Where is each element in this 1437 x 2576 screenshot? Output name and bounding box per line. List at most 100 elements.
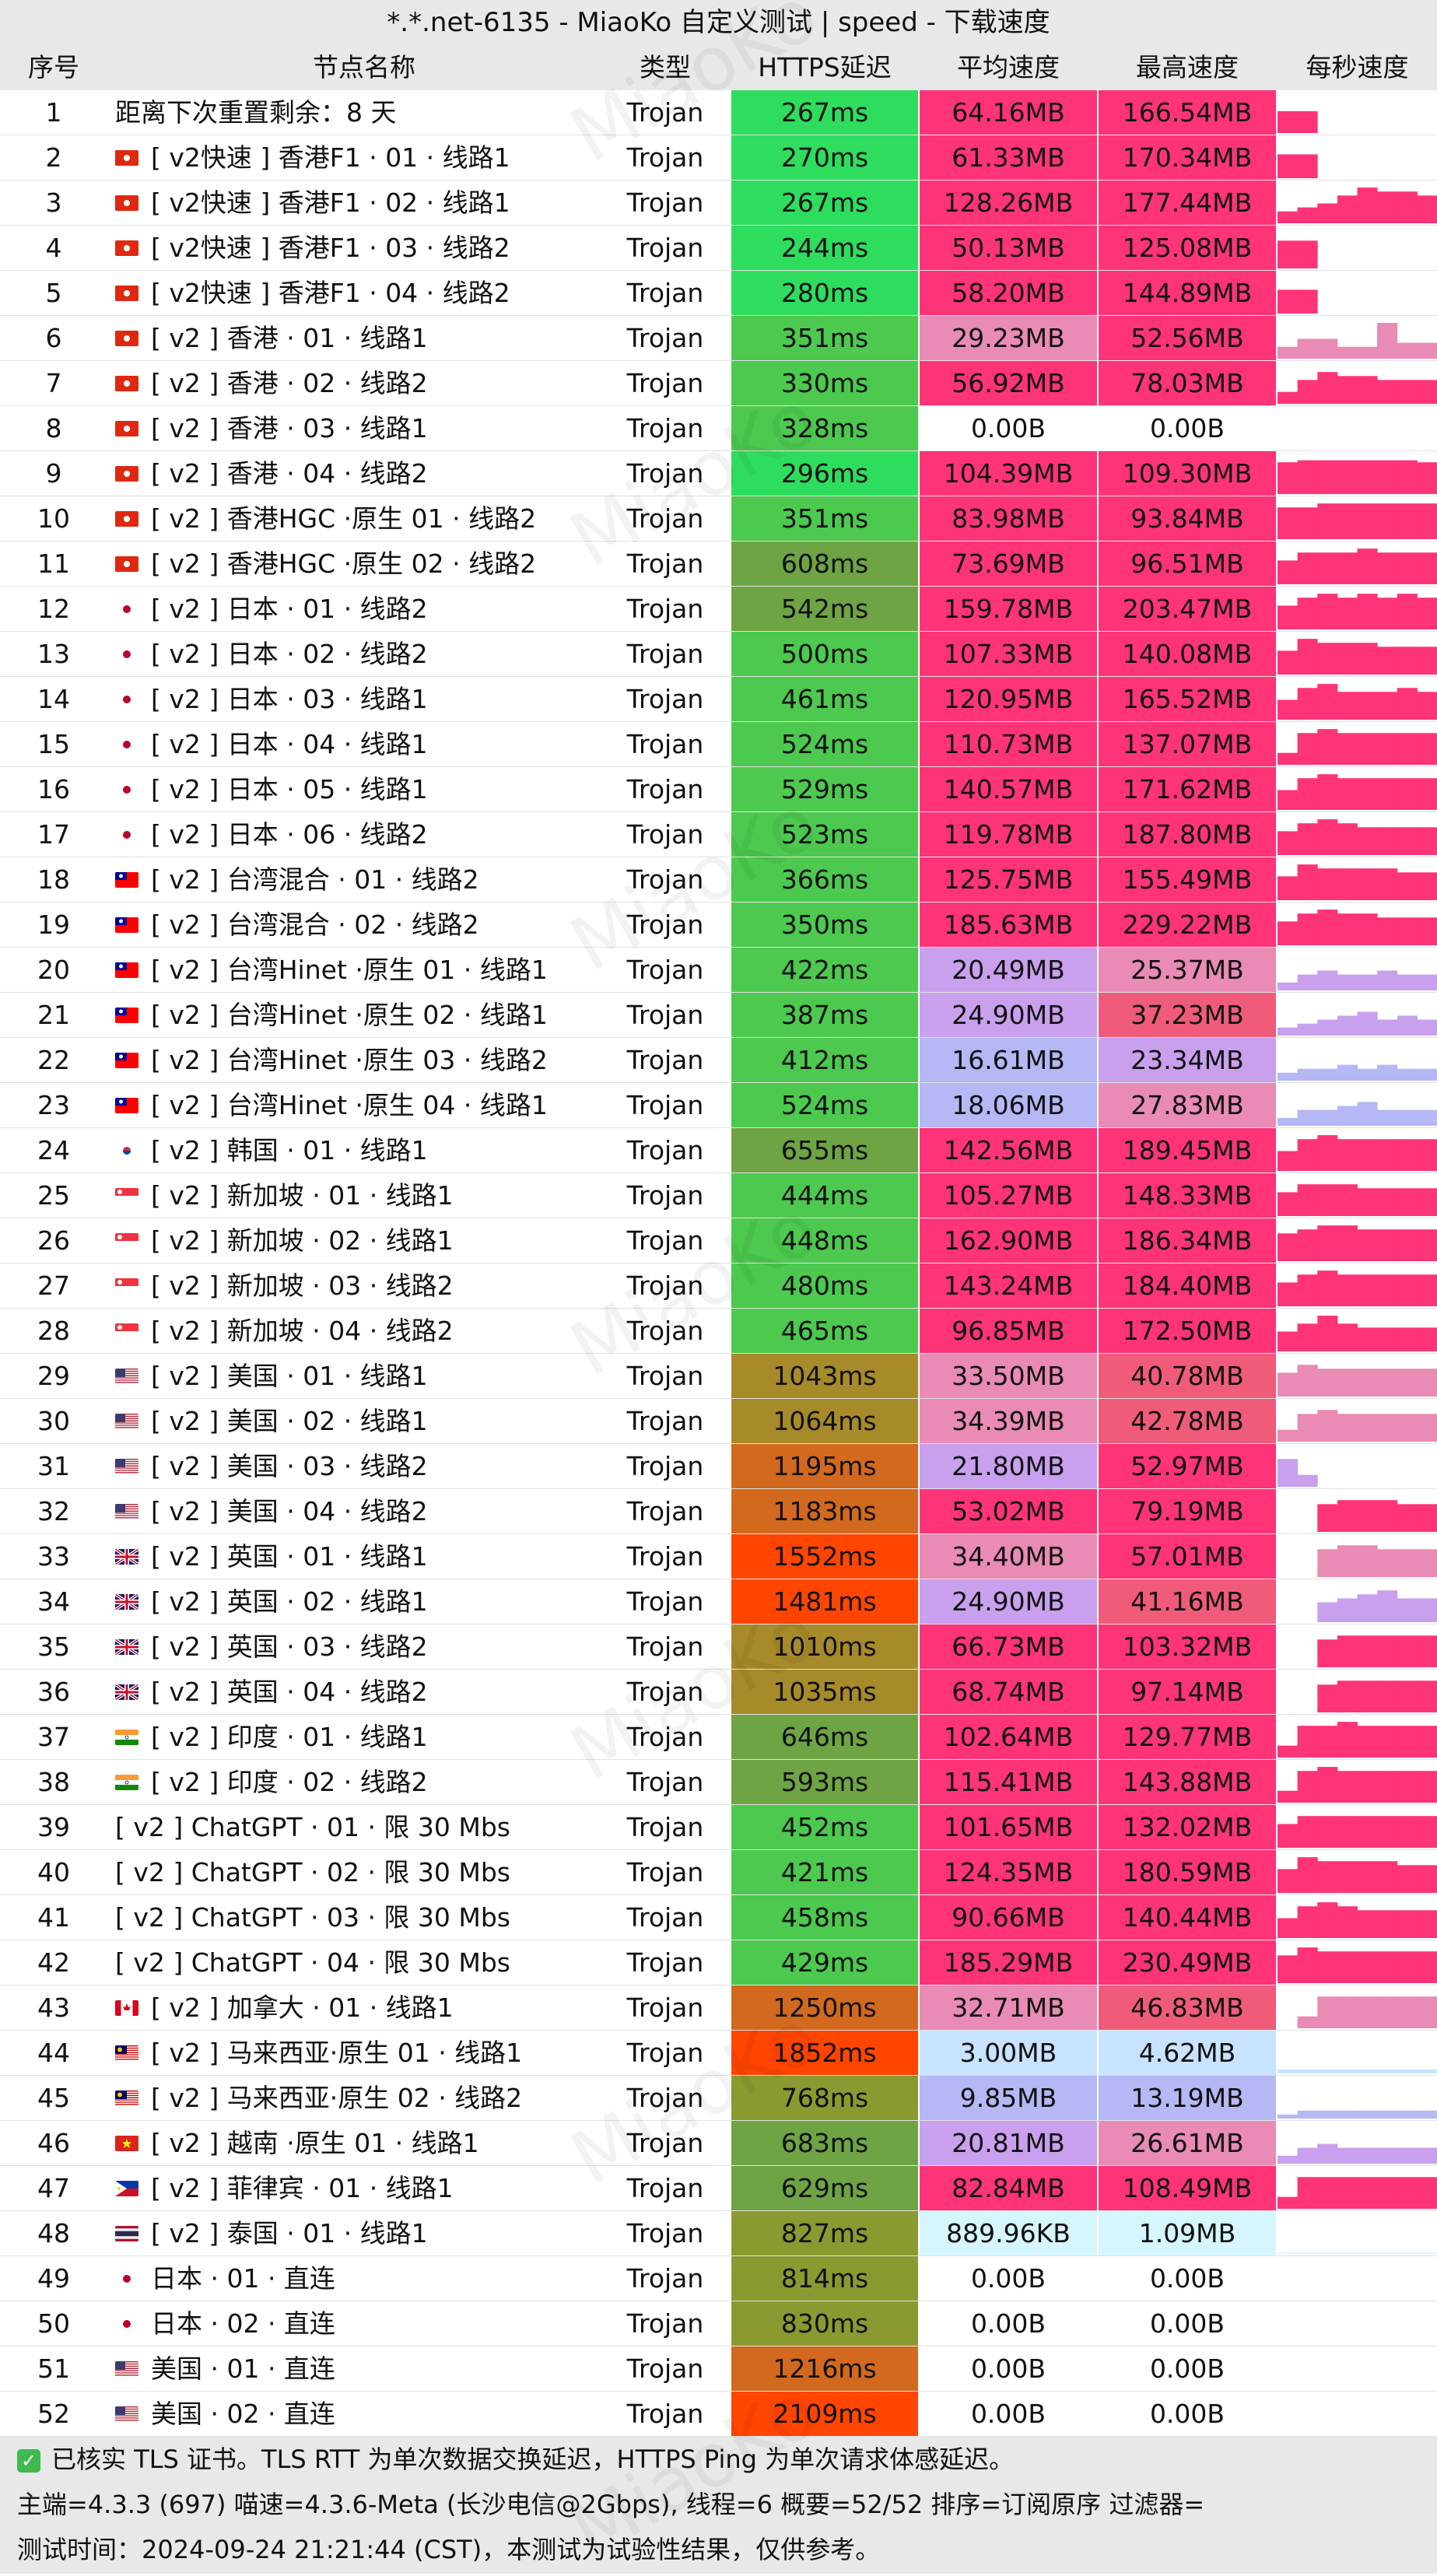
per-second-sparkline [1278,909,1437,945]
max-speed: 1.09MB [1099,2211,1276,2255]
https-latency: 1183ms [731,1489,918,1533]
node-type: Trojan [626,1541,704,1572]
node-name-text: [ v2 ] 新加坡 · 01 · 线路1 [151,1180,454,1211]
speed-sample-bar [1297,2069,1318,2073]
speed-sample-bar [1377,1019,1398,1036]
speed-sample-bar [1317,1684,1338,1712]
max-speed: 140.08MB [1099,632,1276,676]
speed-sample-bar [1357,1910,1378,1938]
speed-sample-bar [1357,1816,1378,1848]
speed-sample-bar [1337,1106,1358,1126]
row-number: 4 [45,233,62,263]
speed-sample-bar [1377,970,1398,990]
node-name: [ v2 ] 英国 · 01 · 线路1 [115,1534,613,1579]
speed-sample-bar [1377,1635,1398,1667]
us-flag-icon [115,2360,138,2377]
table-row: 14 [ v2 ] 日本 · 03 · 线路1 Trojan 461ms 120.95M… [0,677,1437,722]
speed-sample-bar [1278,391,1299,404]
per-second-speed [1278,1173,1437,1218]
per-second-speed [1278,812,1437,857]
speed-sample-bar [1417,1681,1437,1712]
speed-sample-bar [1397,647,1418,675]
row-number: 1 [45,97,62,128]
node-type: Trojan [626,819,704,850]
speed-sample-bar [1317,503,1338,539]
average-speed: 34.40MB [920,1534,1097,1579]
average-speed: 0.00B [920,406,1097,450]
node-type: Trojan [626,1406,704,1436]
https-latency: 608ms [731,541,918,586]
speed-sample-bar [1417,1327,1437,1351]
per-second-speed [1278,1444,1437,1488]
table-row: 3 [ v2快速 ] 香港F1 · 02 · 线路1 Trojan 267ms 128.… [0,180,1437,226]
node-name-text: [ v2 ] 美国 · 02 · 线路1 [151,1406,428,1436]
per-second-speed [1278,2346,1437,2391]
per-second-sparkline [1317,1635,1437,1667]
speed-sample-bar [1317,2177,1338,2209]
per-second-speed [1278,2076,1437,2120]
jp-flag-icon [115,601,138,617]
speed-sample-bar [1317,1135,1338,1171]
node-name: 美国 · 02 · 直连 [115,2392,613,2436]
hk-flag-icon [115,510,138,527]
node-name-text: [ v2快速 ] 香港F1 · 04 · 线路2 [151,278,510,308]
speed-sample-bar [1337,2147,1358,2164]
https-latency: 444ms [731,1173,918,1218]
table-row: 34 [ v2 ] 英国 · 02 · 线路1 Trojan 1481ms 24.90M… [0,1579,1437,1624]
node-name-text: [ v2 ] 台湾Hinet ·原生 04 · 线路1 [151,1090,548,1120]
speed-sample-bar [1317,1726,1338,1758]
average-speed: 73.69MB [920,541,1097,586]
average-speed: 50.13MB [920,226,1097,270]
speed-sample-bar [1297,1726,1318,1758]
max-speed: 103.32MB [1099,1624,1276,1669]
speed-sample-bar [1297,289,1318,314]
node-type: Trojan [626,594,704,624]
speed-sample-bar [1337,1414,1358,1442]
https-latency: 683ms [731,2121,918,2165]
footer-line-2: 主端=4.3.3 (697) 喵速=4.3.6-Meta (长沙电信@2Gbps… [17,2490,1205,2519]
max-speed: 229.22MB [1099,902,1276,947]
table-row: 7 [ v2 ] 香港 · 02 · 线路2 Trojan 330ms 56.92MB 7… [0,361,1437,406]
row-number: 26 [37,1225,70,1256]
speed-sample-bar [1397,1549,1418,1577]
max-speed: 0.00B [1099,2346,1276,2391]
node-type: Trojan [626,1496,704,1526]
average-speed: 34.39MB [920,1399,1097,1443]
node-name-text: [ v2 ] 香港HGC ·原生 02 · 线路2 [151,548,537,579]
speed-sample-bar [1337,195,1358,223]
speed-sample-bar [1357,2110,1378,2119]
node-name: [ v2 ] 马来西亚·原生 02 · 线路2 [115,2076,613,2120]
node-type: Trojan [626,368,704,398]
row-number: 2 [45,142,62,173]
speed-sample-bar [1278,1331,1299,1351]
max-speed: 13.19MB [1099,2076,1276,2120]
header-latency: HTTPS延迟 [758,52,892,82]
speed-sample-bar [1377,2069,1398,2073]
average-speed: 162.90MB [920,1218,1097,1263]
us-flag-icon [115,1368,138,1384]
average-speed: 64.16MB [920,90,1097,135]
node-type: Trojan [626,2083,704,2113]
speed-sample-bar [1397,1229,1418,1261]
table-row: 23 [ v2 ] 台湾Hinet ·原生 04 · 线路1 Trojan 524ms… [0,1083,1437,1128]
node-name: [ v2 ] ChatGPT · 02 · 限 30 Mbs [115,1850,613,1894]
speed-sample-bar [1317,460,1338,494]
speed-sample-bar [1317,2252,1338,2254]
node-name: [ v2 ] 美国 · 04 · 线路2 [115,1489,613,1533]
table-row: 45 [ v2 ] 马来西亚·原生 02 · 线路2 Trojan 768ms 9.85… [0,2076,1437,2121]
speed-sample-bar [1297,380,1318,404]
speed-sample-bar [1317,868,1338,900]
speed-sample-bar [1297,598,1318,629]
tw-flag-icon [115,1007,138,1023]
per-second-speed [1278,2031,1437,2075]
speed-sample-bar [1397,1274,1418,1306]
speed-sample-bar [1317,1068,1338,1081]
per-second-sparkline [1278,1011,1437,1036]
row-number: 38 [37,1767,70,1797]
node-name-text: [ v2 ] 新加坡 · 03 · 线路2 [151,1270,454,1301]
speed-sample-bar [1377,503,1398,539]
node-type: Trojan [626,1135,704,1165]
speed-sample-bar [1417,692,1437,720]
header-no: 序号 [28,52,79,82]
